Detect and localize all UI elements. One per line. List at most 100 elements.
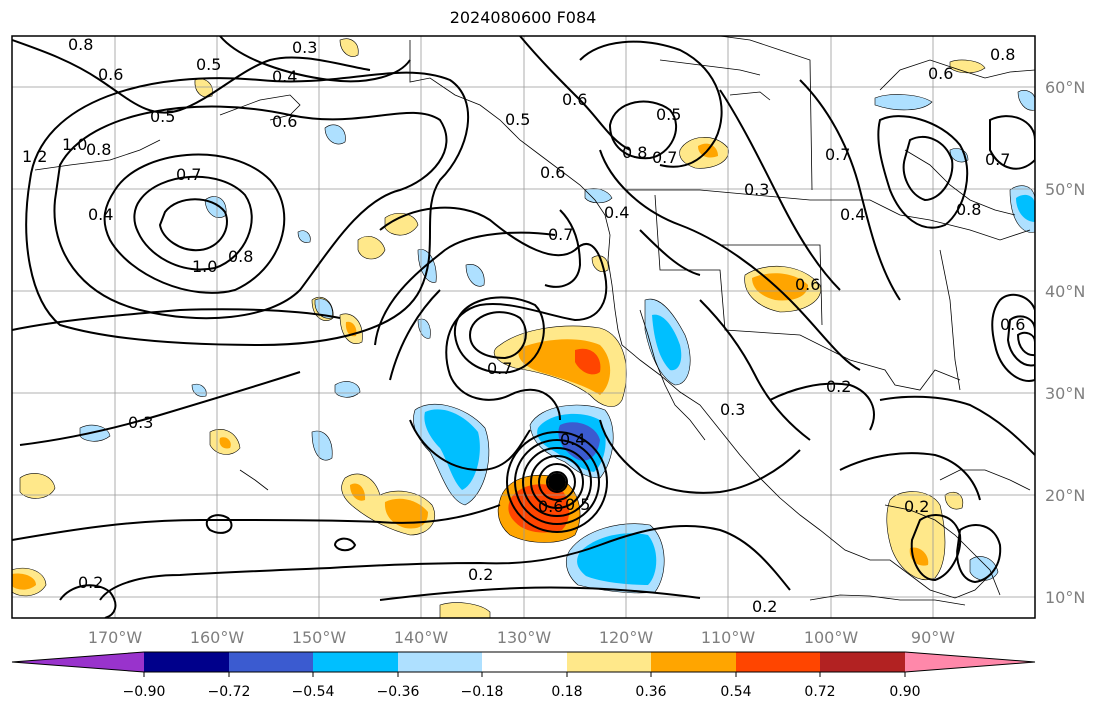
positive-region — [219, 437, 231, 449]
lat-label: 20°N — [1045, 486, 1085, 505]
positive-region — [439, 602, 491, 618]
positive-region — [752, 273, 808, 301]
contour-label: 0.7 — [652, 148, 677, 167]
colorbar-tick-label: −0.36 — [377, 684, 420, 700]
colorbar-tick-label: 0.54 — [720, 684, 751, 700]
positive-region — [19, 473, 56, 499]
latitude-labels: 60°N 50°N 40°N 30°N 20°N 10°N — [1045, 78, 1085, 607]
contour-label: 0.8 — [68, 35, 93, 54]
colorbar-segment — [12, 652, 144, 672]
contour-label: 0.4 — [88, 205, 113, 224]
contour-label: 0.8 — [86, 140, 111, 159]
storm-contour — [522, 447, 592, 517]
colorbar-segment — [144, 652, 229, 672]
colorbar-segment — [820, 652, 905, 672]
colorbar-tick-label: −0.18 — [461, 684, 504, 700]
positive-region — [12, 573, 36, 590]
graticule — [12, 36, 1035, 618]
colorbar-tick-label: 0.72 — [804, 684, 835, 700]
colorbar-segment — [651, 652, 736, 672]
lon-label: 140°W — [394, 628, 449, 647]
contours — [12, 36, 1035, 618]
contour-label: 0.4 — [840, 205, 865, 224]
contour-label: 0.4 — [604, 203, 629, 222]
contour-labels: 0.8 0.6 0.3 0.5 0.4 0.6 0.5 1.2 1.0 0.8 … — [22, 35, 1025, 616]
colorbar-segment — [482, 652, 567, 672]
positive-region — [345, 321, 357, 337]
map-frame — [11, 35, 1036, 619]
positive-region — [194, 78, 213, 98]
lon-label: 110°W — [701, 628, 756, 647]
lat-label: 60°N — [1045, 78, 1085, 97]
negative-region — [324, 124, 346, 145]
colorbar-segment — [398, 652, 482, 672]
negative-region — [874, 94, 933, 111]
storm-contour — [530, 455, 584, 509]
positive-region — [886, 491, 946, 580]
negative-region — [584, 188, 613, 204]
lat-label: 10°N — [1045, 588, 1085, 607]
contour-label: 0.6 — [272, 112, 297, 131]
storm-contour — [514, 439, 600, 525]
colorbar: −0.90 −0.72 −0.54 −0.36 −0.18 0.18 0.36 … — [11, 651, 1036, 700]
contour-label: 0.8 — [956, 200, 981, 219]
contour-label: 0.6 — [562, 90, 587, 109]
map-title: 2024080600 F084 — [449, 8, 597, 27]
lat-label: 40°N — [1045, 282, 1085, 301]
colorbar-tick-label: 0.90 — [889, 684, 920, 700]
contour-label: 0.6 — [928, 64, 953, 83]
contour-label: 1.0 — [192, 257, 217, 276]
lat-label: 50°N — [1045, 180, 1085, 199]
contour-label: 0.5 — [196, 55, 221, 74]
colorbar-tick-label: −0.72 — [208, 684, 251, 700]
negative-region — [465, 264, 485, 287]
contour-label: 1.0 — [62, 135, 87, 154]
lon-label: 130°W — [497, 628, 552, 647]
colorbar-tick-label: −0.90 — [123, 684, 166, 700]
colorbar-tick-label: −0.54 — [292, 684, 335, 700]
contour-label: 1.2 — [22, 147, 47, 166]
contour-label: 0.2 — [468, 565, 493, 584]
lon-label: 150°W — [292, 628, 347, 647]
negative-region — [652, 314, 682, 371]
lon-label: 160°W — [190, 628, 245, 647]
contour-label: 0.7 — [825, 145, 850, 164]
lon-label: 120°W — [599, 628, 654, 647]
colorbar-segment — [567, 652, 651, 672]
positive-region — [339, 38, 359, 57]
contour-label: 0.8 — [990, 45, 1015, 64]
contour-label: 0.3 — [128, 413, 153, 432]
negative-region — [424, 409, 480, 490]
negative-region — [558, 422, 600, 461]
contour-label: 0.5 — [505, 110, 530, 129]
lat-label: 30°N — [1045, 384, 1085, 403]
lon-label: 170°W — [88, 628, 143, 647]
colorbar-segment — [905, 652, 1035, 672]
contour-label: 0.2 — [752, 597, 777, 616]
contour-label: 0.3 — [292, 38, 317, 57]
contour-label: 0.2 — [78, 573, 103, 592]
contour-label: 0.4 — [272, 67, 297, 86]
contour-label: 0.2 — [904, 497, 929, 516]
contour-label: 0.2 — [826, 377, 851, 396]
coastlines — [34, 36, 1035, 606]
contour-label: 0.6 — [98, 65, 123, 84]
contour-label: 0.5 — [150, 107, 175, 126]
negative-region — [311, 430, 333, 461]
positive-region — [384, 498, 428, 529]
contour-label: 0.8 — [622, 143, 647, 162]
positive-region — [944, 491, 964, 510]
contour-label: 0.3 — [720, 400, 745, 419]
contour-label: 0.7 — [487, 359, 512, 378]
storm-contour — [538, 463, 576, 501]
contour-label: 0.5 — [656, 105, 681, 124]
lon-label: 90°W — [911, 628, 955, 647]
storm-center-marker — [548, 473, 566, 491]
contour-label: 0.8 — [228, 247, 253, 266]
lon-label: 100°W — [804, 628, 859, 647]
colorbar-ticks — [143, 672, 906, 677]
longitude-labels: 170°W 160°W 150°W 140°W 130°W 120°W 110°… — [88, 628, 955, 647]
negative-region — [1017, 90, 1035, 111]
contour-label: 0.7 — [176, 165, 201, 184]
